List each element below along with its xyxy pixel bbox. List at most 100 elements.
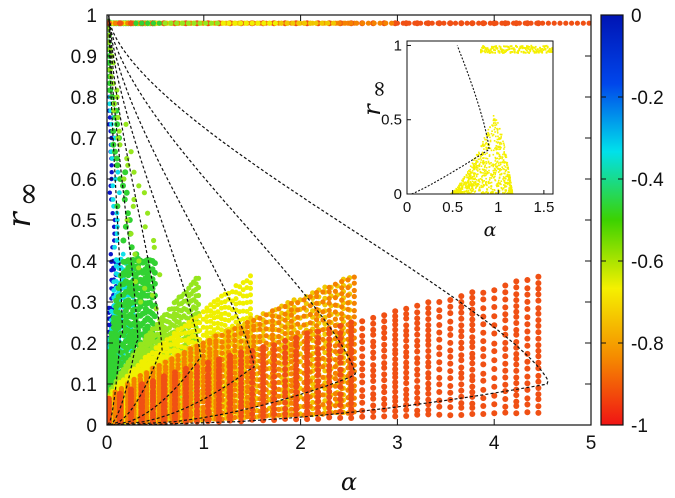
scatter-point xyxy=(436,313,443,320)
scatter-point xyxy=(163,359,169,365)
scatter-point xyxy=(414,395,421,402)
scatter-point xyxy=(269,313,276,319)
scatter-point xyxy=(168,342,174,348)
scatter-point xyxy=(381,406,388,413)
scatter-point xyxy=(392,356,399,363)
scatter-point xyxy=(524,291,531,298)
scatter-point xyxy=(502,304,509,311)
scatter-point xyxy=(282,389,289,396)
scatter-point xyxy=(381,413,388,420)
scatter-point xyxy=(109,156,115,161)
scatter-point xyxy=(188,346,194,352)
scatter-point xyxy=(458,322,465,329)
scatter-point xyxy=(502,282,509,289)
scatter-point xyxy=(458,352,465,359)
scatter-point xyxy=(227,352,234,359)
scatter-point xyxy=(342,20,348,26)
scatter-point xyxy=(315,416,322,422)
scatter-point xyxy=(200,404,206,410)
scatter-point xyxy=(469,400,476,407)
scatter-point xyxy=(205,359,211,366)
scatter-point xyxy=(447,297,454,303)
scatter-point xyxy=(414,371,421,378)
scatter-point xyxy=(481,20,488,26)
scatter-point xyxy=(219,339,225,345)
scatter-point xyxy=(139,347,146,353)
scatter-point xyxy=(213,344,219,350)
scatter-point xyxy=(200,353,206,359)
scatter-point xyxy=(114,162,121,169)
scatter-point xyxy=(480,386,487,393)
scatter-point xyxy=(502,403,509,410)
scatter-point xyxy=(348,346,355,353)
scatter-point xyxy=(392,347,399,353)
scatter-point xyxy=(310,356,316,362)
scatter-point xyxy=(502,396,509,402)
scatter-point xyxy=(330,20,337,26)
scatter-point xyxy=(222,322,228,328)
scatter-point xyxy=(513,398,520,405)
scatter-point xyxy=(222,299,228,305)
scatter-point xyxy=(403,386,410,393)
scatter-point xyxy=(513,297,520,304)
y-tick-label: 0.1 xyxy=(71,375,97,396)
scatter-point xyxy=(377,20,383,26)
scatter-point xyxy=(314,323,320,329)
scatter-point xyxy=(169,356,175,362)
scatter-point xyxy=(244,309,250,314)
scatter-point xyxy=(326,342,333,349)
scatter-point xyxy=(168,20,174,26)
scatter-point xyxy=(133,20,139,26)
scatter-point xyxy=(117,379,123,385)
scatter-point xyxy=(208,308,214,314)
scatter-point xyxy=(425,305,432,312)
scatter-point xyxy=(458,364,465,371)
scatter-point xyxy=(524,298,531,305)
scatter-point xyxy=(288,307,294,313)
scatter-point xyxy=(447,368,454,375)
scatter-point xyxy=(151,269,158,276)
scatter-point xyxy=(128,149,134,155)
scatter-point xyxy=(414,331,421,338)
scatter-point xyxy=(502,317,509,324)
scatter-point xyxy=(249,396,256,403)
scatter-point xyxy=(458,370,465,377)
scatter-point xyxy=(293,411,300,418)
scatter-point xyxy=(339,304,345,310)
scatter-point xyxy=(140,292,147,299)
scatter-point xyxy=(545,20,552,26)
scatter-point xyxy=(403,311,410,317)
scatter-point xyxy=(188,350,194,356)
scatter-point xyxy=(513,361,520,368)
scatter-point xyxy=(480,353,487,360)
scatter-point xyxy=(502,296,509,303)
scatter-point xyxy=(513,284,520,291)
scatter-point xyxy=(569,20,575,26)
scatter-point xyxy=(257,315,263,321)
scatter-point xyxy=(295,307,301,313)
scatter-point xyxy=(513,392,520,399)
scatter-point xyxy=(320,299,326,305)
scatter-point xyxy=(313,20,319,26)
scatter-point xyxy=(151,280,158,287)
scatter-point xyxy=(307,20,313,26)
scatter-point xyxy=(315,328,322,335)
scatter-point xyxy=(351,314,357,320)
scatter-point xyxy=(232,20,238,26)
scatter-point xyxy=(447,318,454,325)
inset-scatter-point xyxy=(493,128,496,131)
scatter-point xyxy=(381,324,388,331)
scatter-point xyxy=(441,20,447,26)
scatter-point xyxy=(296,20,302,26)
scatter-point xyxy=(414,366,421,373)
scatter-point xyxy=(332,302,338,308)
scatter-point xyxy=(179,20,186,26)
scatter-point xyxy=(175,365,181,371)
scatter-point xyxy=(248,306,253,312)
scatter-point xyxy=(116,20,123,27)
scatter-point xyxy=(131,196,137,203)
scatter-point xyxy=(458,393,465,400)
scatter-point xyxy=(337,366,344,373)
scatter-point xyxy=(370,413,377,420)
scatter-point xyxy=(502,374,509,381)
